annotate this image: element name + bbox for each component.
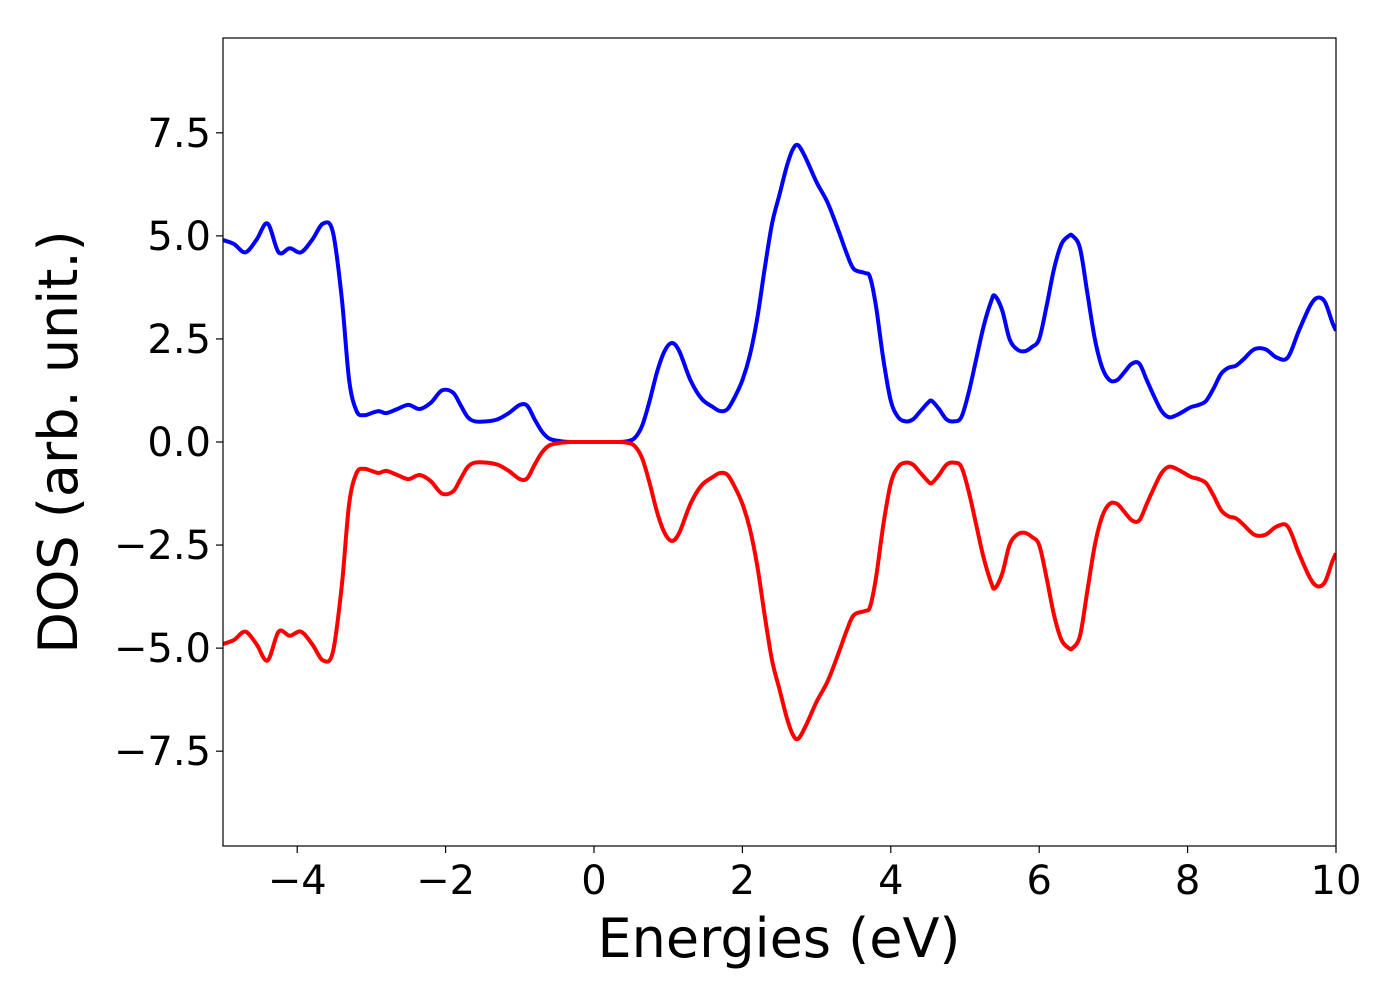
y-tick-label: 5.0 [147,214,211,260]
x-tick-label: 6 [1026,858,1051,904]
y-tick-label: −5.0 [114,626,211,672]
x-tick-label: 10 [1311,858,1362,904]
series-line-2 [223,439,1336,742]
x-tick-label: −4 [268,858,327,904]
series-layer [223,142,1336,742]
y-tick-label: 7.5 [147,111,211,157]
x-tick-label: −2 [416,858,475,904]
y-tick-label: 0.0 [147,420,211,466]
y-tick-label: 2.5 [147,317,211,363]
x-tick-label: 4 [878,858,903,904]
y-axis: −7.5 −5.0 −2.5 0.0 2.5 5.0 7.5 [114,111,223,775]
x-tick-label: 0 [581,858,606,904]
x-axis: −4 −2 0 2 4 6 8 10 [268,846,1362,904]
x-tick-label: 8 [1175,858,1200,904]
y-tick-label: −7.5 [114,729,211,775]
y-axis-label: DOS (arb. unit.) [27,230,90,653]
x-tick-label: 2 [730,858,755,904]
y-tick-label: −2.5 [114,523,211,569]
x-axis-label: Energies (eV) [598,907,961,970]
series-line-1 [223,142,1336,445]
